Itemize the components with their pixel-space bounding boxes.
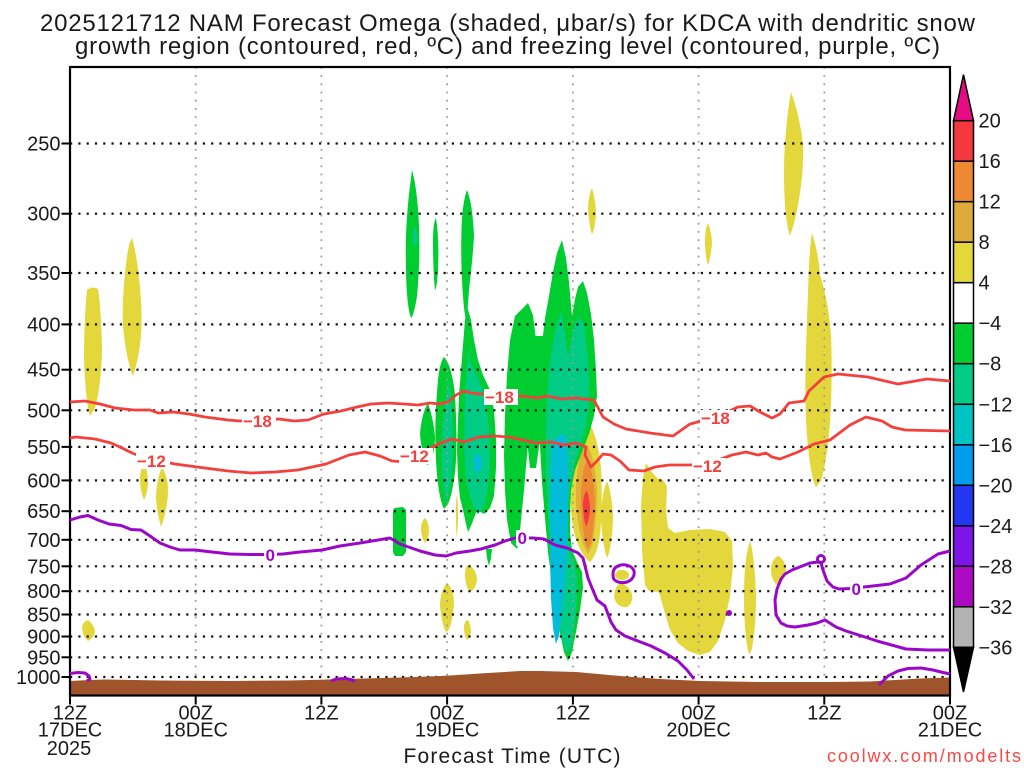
svg-text:12Z: 12Z [807, 703, 841, 725]
svg-text:−4: −4 [979, 313, 1002, 335]
svg-text:4: 4 [979, 273, 990, 295]
svg-text:0: 0 [518, 529, 527, 548]
svg-text:−18: −18 [485, 388, 514, 407]
svg-text:12Z: 12Z [556, 703, 590, 725]
svg-text:400: 400 [27, 314, 60, 336]
svg-text:12Z: 12Z [304, 703, 338, 725]
svg-text:12: 12 [979, 192, 1001, 214]
svg-text:800: 800 [27, 581, 60, 603]
svg-text:00Z: 00Z [178, 703, 212, 725]
svg-text:17DEC: 17DEC [38, 720, 102, 742]
svg-text:00Z: 00Z [681, 703, 715, 725]
svg-text:−20: −20 [979, 475, 1013, 497]
svg-text:coolwx.com/modelts: coolwx.com/modelts [827, 746, 1021, 766]
svg-text:300: 300 [27, 204, 60, 226]
svg-text:950: 950 [27, 647, 60, 669]
svg-text:16: 16 [979, 151, 1001, 173]
svg-text:0: 0 [266, 546, 275, 565]
svg-text:−12: −12 [693, 457, 722, 476]
svg-text:550: 550 [27, 437, 60, 459]
svg-text:19DEC: 19DEC [415, 720, 479, 742]
svg-text:250: 250 [27, 134, 60, 156]
svg-text:−8: −8 [979, 354, 1002, 376]
svg-text:growth region (contoured, red,: growth region (contoured, red, ºC) and f… [75, 33, 940, 60]
svg-text:2025121712 NAM Forecast Omega: 2025121712 NAM Forecast Omega (shaded, μ… [40, 10, 976, 37]
svg-text:−24: −24 [979, 516, 1013, 538]
svg-text:2025: 2025 [47, 738, 92, 760]
svg-text:−12: −12 [137, 452, 166, 471]
svg-text:20DEC: 20DEC [666, 720, 730, 742]
svg-text:12Z: 12Z [53, 703, 87, 725]
svg-text:−18: −18 [243, 412, 272, 431]
svg-text:−28: −28 [979, 556, 1013, 578]
svg-text:00Z: 00Z [430, 703, 464, 725]
svg-text:600: 600 [27, 470, 60, 492]
svg-text:450: 450 [27, 360, 60, 382]
svg-text:Forecast Time (UTC): Forecast Time (UTC) [404, 745, 621, 768]
svg-text:−32: −32 [979, 597, 1013, 619]
svg-text:0: 0 [852, 580, 861, 599]
svg-text:−16: −16 [979, 435, 1013, 457]
svg-text:850: 850 [27, 605, 60, 627]
svg-text:1000: 1000 [16, 667, 61, 689]
svg-text:20: 20 [979, 111, 1001, 133]
svg-text:−12: −12 [979, 394, 1013, 416]
svg-text:700: 700 [27, 530, 60, 552]
svg-text:650: 650 [27, 501, 60, 523]
svg-text:900: 900 [27, 627, 60, 649]
svg-text:350: 350 [27, 263, 60, 285]
svg-text:00Z: 00Z [933, 703, 967, 725]
svg-text:−36: −36 [979, 637, 1013, 659]
svg-text:−12: −12 [400, 447, 429, 466]
svg-text:8: 8 [979, 232, 990, 254]
svg-text:750: 750 [27, 556, 60, 578]
svg-text:18DEC: 18DEC [163, 720, 227, 742]
svg-text:21DEC: 21DEC [918, 720, 982, 742]
svg-text:−18: −18 [701, 409, 730, 428]
svg-text:500: 500 [27, 400, 60, 422]
